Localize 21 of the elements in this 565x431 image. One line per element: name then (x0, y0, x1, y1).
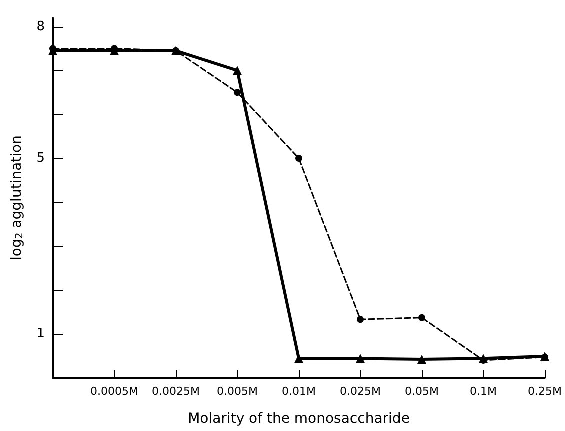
y-axis-title: log2 agglutination (9, 136, 26, 260)
x-tick-label: 0.01M (282, 385, 316, 398)
point (296, 154, 303, 162)
x-tick-label: 0.025M (340, 385, 381, 398)
x-tick-label: 0.0025M (152, 385, 200, 398)
x-axis-title: Molarity of the monosaccharide (188, 411, 410, 427)
point (294, 354, 304, 364)
x-tick-label: 0.0005M (90, 385, 138, 398)
y-tick-label: 1 (36, 326, 45, 342)
x-tick-label: 0.05M (405, 385, 439, 398)
x-tick-label: 0.25M (528, 385, 562, 398)
point (234, 89, 242, 96)
y-tick-label: 5 (36, 150, 45, 166)
x-tick-label: 0.1M (470, 385, 497, 398)
point (233, 66, 242, 76)
point (418, 314, 426, 322)
x-tick-label: 0.005M (217, 385, 258, 398)
point (356, 354, 366, 364)
y-tick-label: 8 (36, 19, 45, 34)
point (357, 316, 364, 324)
point (418, 355, 427, 364)
